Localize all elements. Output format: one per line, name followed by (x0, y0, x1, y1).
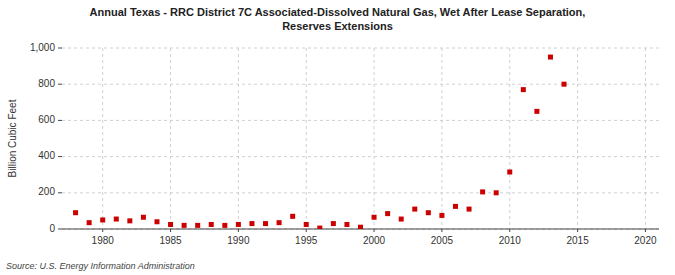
y-tick (58, 192, 62, 193)
x-tick (645, 229, 646, 232)
point (304, 222, 309, 227)
grid-line (62, 84, 659, 85)
y-tick-label: 1,000 (30, 42, 55, 53)
grid-line (62, 156, 659, 157)
point (548, 55, 553, 60)
x-tick (238, 229, 239, 232)
point (127, 218, 132, 223)
x-tick-label: 2005 (431, 235, 454, 246)
point (480, 189, 485, 194)
point (290, 214, 295, 219)
point (562, 82, 567, 87)
y-tick-label: 0 (49, 223, 55, 234)
y-tick-label: 600 (38, 114, 55, 125)
grid-line (170, 48, 171, 229)
point (236, 222, 241, 227)
x-tick-label: 1985 (159, 235, 182, 246)
point (100, 217, 105, 222)
grid (62, 48, 659, 229)
point (168, 222, 173, 227)
x-tick (441, 229, 442, 232)
y-tick (58, 120, 62, 121)
x-tick (374, 229, 375, 232)
point (467, 207, 472, 212)
grid-line (62, 48, 659, 49)
point (249, 221, 254, 226)
x-tick-label: 1995 (295, 235, 318, 246)
point (494, 190, 499, 195)
x-axis: 1980 1985 1990 1995 2000 2005 2010 2015 2020 (92, 229, 657, 246)
point (154, 219, 159, 224)
point (222, 223, 227, 228)
point (426, 210, 431, 215)
y-tick-label: 200 (38, 186, 55, 197)
point (317, 226, 322, 229)
grid-line (62, 120, 659, 121)
y-tick-label: 800 (38, 78, 55, 89)
x-tick-label: 2015 (566, 235, 589, 246)
grid-line (374, 48, 375, 229)
point (263, 221, 268, 226)
grid-line (441, 48, 442, 229)
grid-line (509, 48, 510, 229)
x-tick-label: 2000 (363, 235, 386, 246)
x-tick-label: 1980 (92, 235, 115, 246)
point (372, 215, 377, 220)
y-tick-label: 400 (38, 150, 55, 161)
y-tick (58, 48, 62, 49)
point (209, 222, 214, 227)
grid-line (306, 48, 307, 229)
point (277, 220, 282, 225)
source: Source: U.S. Energy Information Administ… (6, 261, 195, 271)
point (507, 169, 512, 174)
point (385, 211, 390, 216)
x-tick (509, 229, 510, 232)
point (358, 225, 363, 229)
x-tick (577, 229, 578, 232)
grid-line (62, 192, 659, 193)
chart: 0 200 400 600 800 1,000 1980 1985 1990 1995 2000 20… (0, 0, 675, 275)
y-axis: 0 200 400 600 800 1,000 (30, 42, 62, 234)
point (521, 87, 526, 92)
grid-line (102, 48, 103, 229)
x-tick-label: 2020 (634, 235, 657, 246)
point (182, 223, 187, 228)
grid-line (577, 48, 578, 229)
grid-line (645, 48, 646, 229)
point (87, 220, 92, 225)
point (73, 210, 78, 215)
x-tick (170, 229, 171, 232)
y-tick (58, 84, 62, 85)
point (399, 217, 404, 222)
point (141, 215, 146, 220)
point (534, 109, 539, 114)
point (331, 221, 336, 226)
point (114, 217, 119, 222)
x-tick-label: 2010 (499, 235, 522, 246)
grid-line (238, 48, 239, 229)
title: Annual Texas - RRC District 7C Associate… (90, 6, 586, 32)
point (439, 213, 444, 218)
x-tick-label: 1990 (227, 235, 250, 246)
point (412, 207, 417, 212)
point (344, 222, 349, 227)
x-tick (306, 229, 307, 232)
y-axis-label: Billion Cubic Feet (7, 99, 18, 177)
x-tick (102, 229, 103, 232)
point (195, 223, 200, 228)
y-tick (58, 229, 62, 230)
y-tick (58, 156, 62, 157)
points (73, 55, 566, 229)
point (453, 204, 458, 209)
